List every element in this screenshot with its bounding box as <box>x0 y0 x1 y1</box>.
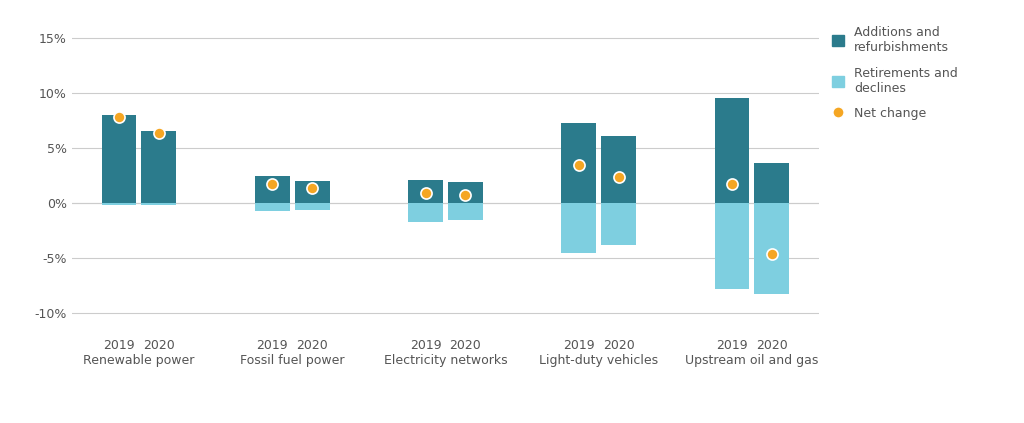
Bar <box>295 181 330 203</box>
Text: Light-duty vehicles: Light-duty vehicles <box>539 354 658 367</box>
Text: 2019: 2019 <box>103 339 135 352</box>
Bar <box>101 115 136 203</box>
Bar <box>408 180 443 203</box>
Text: Electricity networks: Electricity networks <box>384 354 507 367</box>
Bar <box>101 203 136 205</box>
Bar <box>715 99 750 203</box>
Bar <box>408 203 443 222</box>
Text: 2019: 2019 <box>716 339 748 352</box>
Text: 2020: 2020 <box>296 339 328 352</box>
Bar <box>295 203 330 210</box>
Bar <box>755 163 790 203</box>
Text: 2020: 2020 <box>143 339 175 352</box>
Text: 2020: 2020 <box>756 339 787 352</box>
Bar <box>141 203 176 205</box>
Text: 2019: 2019 <box>410 339 441 352</box>
Text: Upstream oil and gas: Upstream oil and gas <box>685 354 818 367</box>
Bar <box>601 136 636 203</box>
Text: 2019: 2019 <box>256 339 288 352</box>
Bar <box>601 203 636 245</box>
Bar <box>447 203 482 220</box>
Bar <box>447 182 482 203</box>
Text: Fossil fuel power: Fossil fuel power <box>240 354 344 367</box>
Text: 2020: 2020 <box>603 339 635 352</box>
Bar <box>141 132 176 203</box>
Bar <box>255 203 290 211</box>
Legend: Additions and
refurbishments, Retirements and
declines, Net change: Additions and refurbishments, Retirement… <box>826 21 963 125</box>
Bar <box>715 203 750 289</box>
Bar <box>561 123 596 203</box>
Text: 2019: 2019 <box>563 339 595 352</box>
Text: 2020: 2020 <box>450 339 481 352</box>
Text: Renewable power: Renewable power <box>83 354 195 367</box>
Bar <box>561 203 596 253</box>
Bar <box>755 203 790 294</box>
Bar <box>255 176 290 203</box>
